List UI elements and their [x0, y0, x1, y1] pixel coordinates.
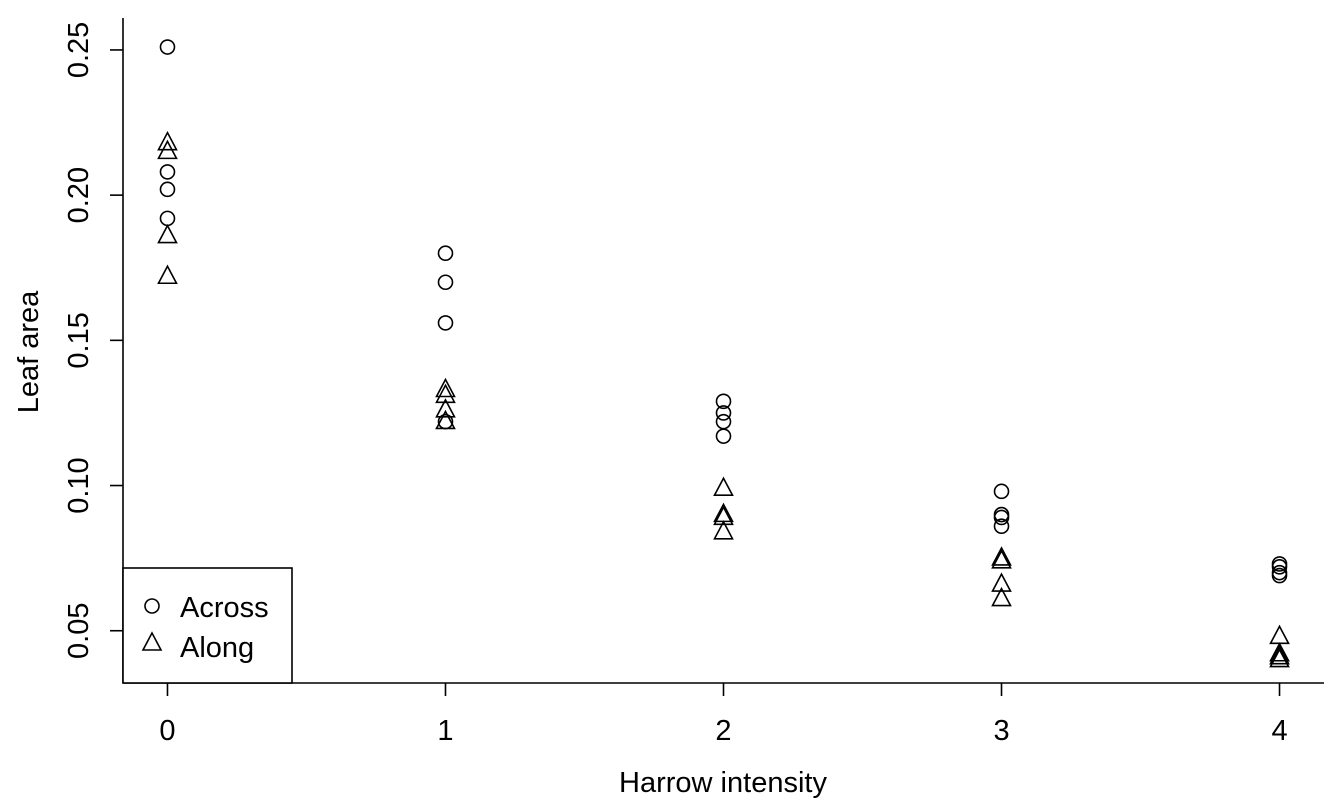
x-tick-label: 0	[159, 715, 175, 747]
point-along	[435, 409, 456, 430]
y-tick-label: 0.10	[63, 457, 95, 513]
legend-label-along: Along	[180, 632, 254, 664]
point-along	[435, 383, 456, 404]
point-across	[159, 181, 176, 198]
y-tick-label: 0.20	[63, 167, 95, 223]
point-across	[437, 315, 454, 331]
legend-marker-across	[144, 598, 160, 614]
point-along	[991, 586, 1012, 607]
point-along	[157, 130, 178, 151]
x-tick-label: 4	[1271, 715, 1287, 747]
point-along	[991, 572, 1012, 592]
point-along	[1269, 642, 1290, 662]
point-across	[715, 428, 732, 444]
legend-label-across: Across	[180, 592, 269, 624]
data-points	[157, 39, 1290, 668]
point-across	[1271, 567, 1288, 584]
point-across	[159, 39, 176, 55]
y-tick-label: 0.25	[63, 22, 95, 78]
point-across	[437, 274, 454, 291]
point-along	[713, 476, 734, 497]
point-along	[157, 139, 178, 160]
point-along	[435, 377, 456, 398]
point-along	[1269, 624, 1290, 645]
y-tick-label: 0.15	[63, 312, 95, 368]
y-axis-title: Leaf area	[13, 290, 45, 413]
point-along	[1269, 644, 1290, 665]
point-across	[993, 509, 1010, 526]
point-along	[991, 549, 1012, 569]
legend-box	[122, 567, 293, 684]
axes: 0 1 2 3 4 0.05 0.10 0.15 0.20 0.25	[63, 18, 1324, 747]
point-across	[715, 413, 732, 430]
point-across	[1271, 559, 1288, 575]
point-along	[713, 505, 734, 526]
x-tick-label: 1	[437, 715, 453, 747]
legend: Across Along	[122, 567, 293, 684]
point-across	[715, 405, 732, 421]
x-tick-label: 2	[715, 715, 731, 747]
point-along	[157, 223, 178, 244]
point-across	[437, 245, 454, 262]
point-along	[991, 546, 1012, 566]
x-tick-label: 3	[993, 715, 1009, 747]
point-along	[1269, 647, 1290, 668]
x-axis-title: Harrow intensity	[619, 767, 827, 799]
point-along	[713, 520, 734, 540]
legend-marker-along	[141, 631, 163, 651]
point-across	[715, 393, 732, 410]
point-along	[157, 264, 178, 285]
point-across	[993, 483, 1010, 500]
point-across	[993, 518, 1010, 534]
point-across	[159, 210, 176, 227]
point-across	[159, 164, 176, 180]
y-tick-label: 0.05	[63, 603, 95, 659]
point-along	[435, 398, 456, 418]
